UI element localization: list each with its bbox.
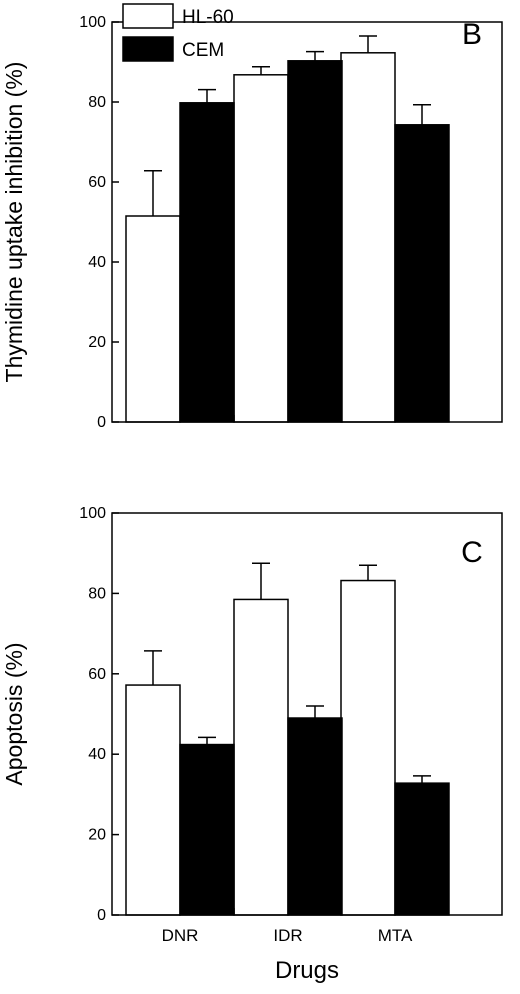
y-tick-label: 80 [88, 585, 106, 602]
bar-cem-idr [287, 60, 343, 423]
legend: HL-60 CEM [122, 3, 234, 62]
legend-label-cem: CEM [182, 40, 224, 61]
x-category-label-mta: MTA [378, 926, 413, 945]
y-tick-label: 20 [88, 827, 106, 844]
plot-frame [111, 21, 503, 423]
panel-b: 0 20 40 60 80 100 Thymidine uptake inhibition … [1, 3, 503, 431]
legend-swatch-hl-60 [122, 3, 174, 29]
y-tick-label: 60 [88, 174, 106, 191]
y-tick-label: 40 [88, 746, 106, 763]
y-tick-label: 0 [97, 907, 106, 924]
bar-cem-dnr [179, 102, 235, 423]
y-tick-label: 20 [88, 334, 106, 351]
y-tick-label: 80 [88, 94, 106, 111]
legend-label-hl-60: HL-60 [182, 7, 234, 28]
y-tick-label: 60 [88, 666, 106, 683]
panel-letter: C [461, 536, 483, 569]
y-tick-label: 40 [88, 254, 106, 271]
bar-hl-60-idr [233, 74, 289, 423]
bar-cem-mta [394, 124, 450, 423]
bar-hl-60-dnr [125, 215, 181, 423]
y-tick-label: 0 [97, 414, 106, 431]
panel-c: 0 20 40 60 80 100 Apoptosis (%) C DNR IDR MTA Drugs [1, 505, 503, 984]
y-axis-label: Thymidine uptake inhibition (%) [1, 62, 27, 383]
bar-cem-dnr [179, 743, 235, 916]
y-axis-label: Apoptosis (%) [1, 642, 27, 785]
x-axis-label: Drugs [275, 957, 339, 984]
x-category-label-idr: IDR [273, 926, 302, 945]
y-tick-label: 100 [79, 505, 106, 522]
bar-hl-60-mta [340, 579, 396, 916]
bar-hl-60-idr [233, 598, 289, 916]
bar-hl-60-mta [340, 52, 396, 423]
plot-frame [111, 512, 503, 916]
x-category-label-dnr: DNR [162, 926, 199, 945]
bar-hl-60-dnr [125, 684, 181, 916]
panel-letter: B [462, 18, 482, 51]
y-tick-label: 100 [79, 14, 106, 31]
bar-cem-idr [287, 717, 343, 916]
bar-cem-mta [394, 782, 450, 916]
legend-swatch-cem [122, 36, 174, 62]
